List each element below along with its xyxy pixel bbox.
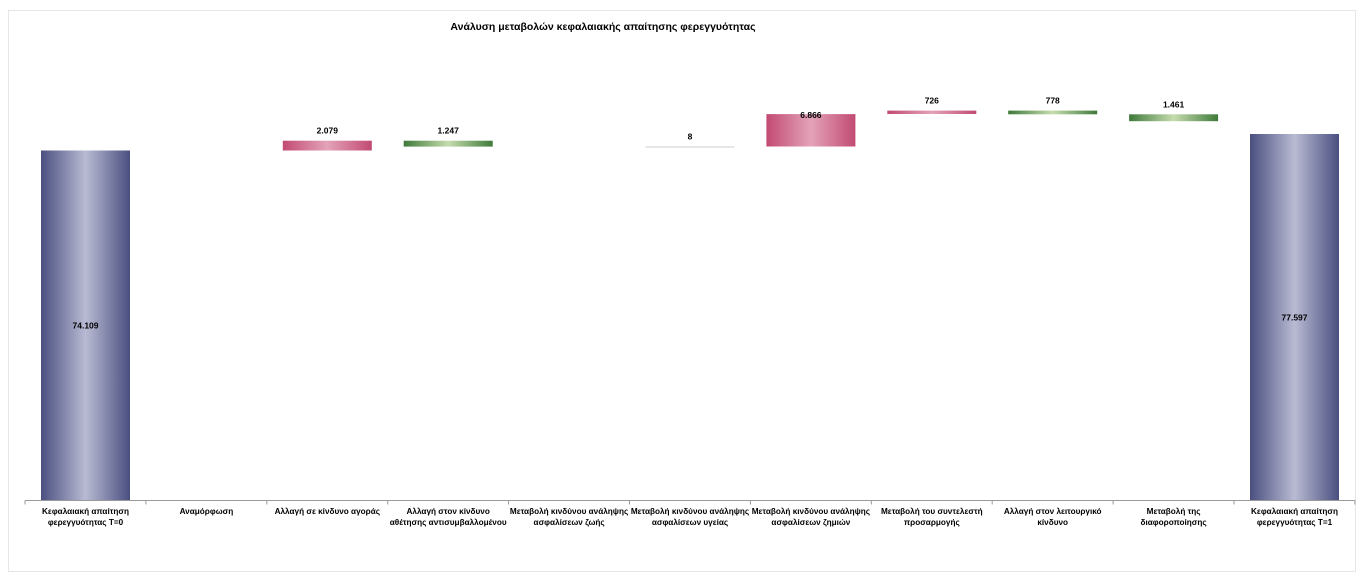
- chart-title: Ανάλυση μεταβολών κεφαλαιακής απαίτησης …: [450, 21, 756, 33]
- category-label: Κεφαλαιακή απαίτηση φερεγγυότητας Τ=0: [42, 507, 129, 527]
- value-label: 74.109: [73, 321, 99, 331]
- total-bar: [41, 150, 130, 501]
- value-label: 1.461: [1163, 99, 1185, 109]
- value-label: 2.079: [317, 126, 339, 136]
- category-label: Αλλαγή στον κίνδυνο αθέτησης αντισυμβαλλ…: [389, 507, 507, 527]
- category-label: Κεφαλαιακή απαίτηση φερεγγυότητας Τ=1: [1251, 507, 1338, 527]
- bars-group: [41, 110, 1339, 501]
- category-label: Μεταβολή κινδύνου ανάληψης ασφαλίσεων ζω…: [509, 507, 629, 527]
- category-label: Μεταβολή της διαφοροποίησης: [1140, 507, 1207, 527]
- value-label: 77.597: [1282, 312, 1308, 322]
- value-label: 726: [925, 96, 939, 106]
- category-label: Μεταβολή κινδύνου ανάληψης ασφαλίσεων υγ…: [630, 507, 750, 527]
- decrease-bar: [1129, 114, 1219, 122]
- increase-bar: [645, 146, 735, 148]
- value-label: 6.866: [800, 110, 822, 120]
- category-label: Αλλαγή σε κίνδυνο αγοράς: [274, 507, 381, 516]
- value-label: 1.247: [438, 126, 460, 136]
- increase-bar: [766, 114, 856, 147]
- category-label: Μεταβολή κινδύνου ανάληψης ασφαλίσεων ζη…: [751, 507, 871, 527]
- category-label: Μεταβολή του συντελεστή προσαρμογής: [880, 507, 983, 527]
- decrease-bar: [1008, 110, 1098, 115]
- value-label: 8: [688, 132, 693, 142]
- total-bar: [1250, 134, 1339, 501]
- category-label: Αναμόρφωση: [179, 507, 234, 516]
- value-labels-group: 74.109 2.079 1.247 8 6.866 726 778 1.461 77.597: [73, 96, 1308, 331]
- x-axis: [24, 500, 1356, 505]
- chart-frame: [8, 10, 1356, 572]
- decrease-bar: [403, 140, 493, 147]
- increase-bar: [887, 110, 977, 114]
- category-label: Αλλαγή στον λειτουργικό κίνδυνο: [1003, 507, 1102, 527]
- value-label: 778: [1046, 96, 1060, 106]
- increase-bar: [282, 140, 372, 151]
